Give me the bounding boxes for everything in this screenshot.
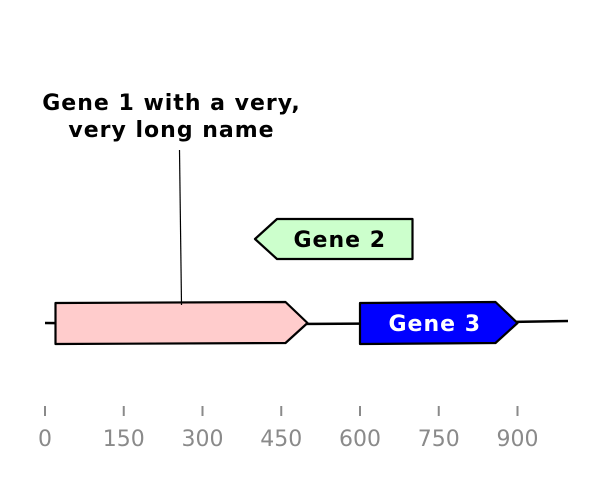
feature-3-label: Gene 3 <box>388 312 481 337</box>
axis-tick-label-750: 750 <box>418 427 460 452</box>
axis-tick-label-900: 900 <box>497 427 539 452</box>
feature-1-label-line: very long name <box>68 118 274 143</box>
feature-2-arrow <box>253 217 414 261</box>
feature-3-arrow <box>358 300 519 346</box>
axis-tick-label-0: 0 <box>38 427 52 452</box>
feature-2-label: Gene 2 <box>293 228 386 253</box>
feature-3: Gene 3 <box>358 300 519 346</box>
feature-1: Gene 1 with a very, very long name <box>42 91 309 346</box>
feature-1-leader-line <box>178 149 183 306</box>
feature-1-label: Gene 1 with a very, very long name <box>42 91 301 143</box>
feature-2: Gene 2 <box>253 217 414 261</box>
axis-tick-label-300: 300 <box>182 427 224 452</box>
feature-1-label-line: Gene 1 with a very, <box>42 91 301 116</box>
axis-tick-label-450: 450 <box>260 427 302 452</box>
feature-1-arrow <box>54 300 309 346</box>
axis-tick-label-600: 600 <box>339 427 381 452</box>
axis-tick-label-150: 150 <box>103 427 145 452</box>
